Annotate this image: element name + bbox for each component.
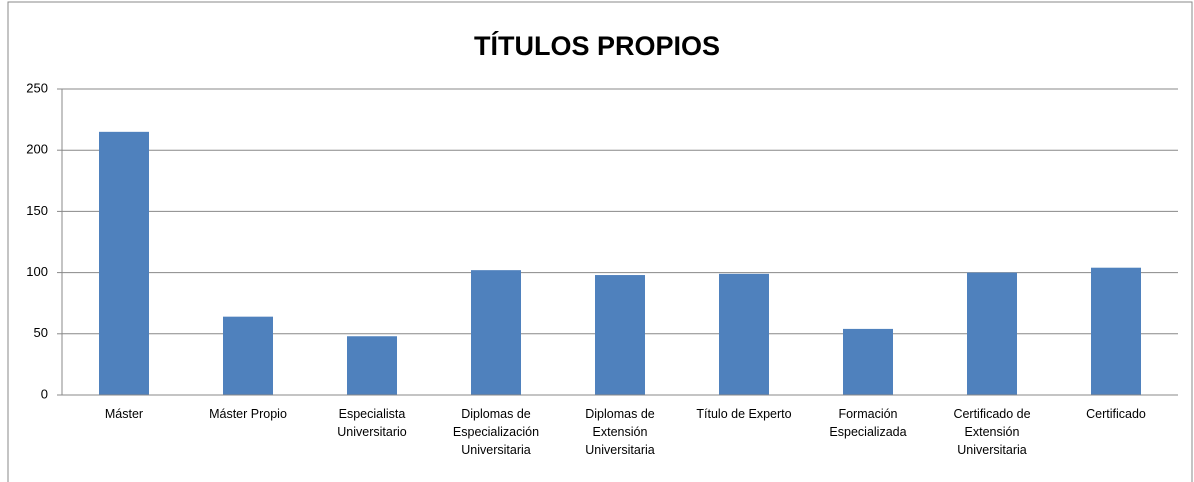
chart-border <box>7 1 1193 482</box>
chart-title: TÍTULOS PROPIOS <box>474 30 720 61</box>
y-tick-label: 200 <box>26 142 48 157</box>
y-tick-label: 100 <box>26 264 48 279</box>
x-tick-label: Formación Especializada <box>829 407 907 439</box>
y-tick-label: 50 <box>34 325 48 340</box>
x-tick-label: Certificado <box>1086 407 1146 421</box>
bar <box>967 272 1017 395</box>
bar <box>719 273 769 395</box>
bar <box>223 316 273 395</box>
bar <box>1091 267 1141 395</box>
x-tick-label: Diplomas de Extensión Universitaria <box>585 407 655 457</box>
x-tick-label: Especialista Universitario <box>337 407 407 439</box>
y-tick-label: 250 <box>26 80 48 95</box>
x-tick-label: Máster Propio <box>209 407 287 421</box>
bar <box>99 131 149 395</box>
y-tick-label: 150 <box>26 203 48 218</box>
x-tick-label: Certificado de Extensión Universitaria <box>953 407 1031 457</box>
bar <box>595 275 645 395</box>
x-tick-label: Máster <box>104 407 144 421</box>
bar <box>471 270 521 395</box>
bar <box>843 328 893 395</box>
x-tick-label: Diplomas de Especialización Universitari… <box>452 407 540 457</box>
bar <box>347 336 397 395</box>
y-tick-label: 0 <box>41 386 48 401</box>
x-tick-label: Título de Experto <box>696 407 792 421</box>
